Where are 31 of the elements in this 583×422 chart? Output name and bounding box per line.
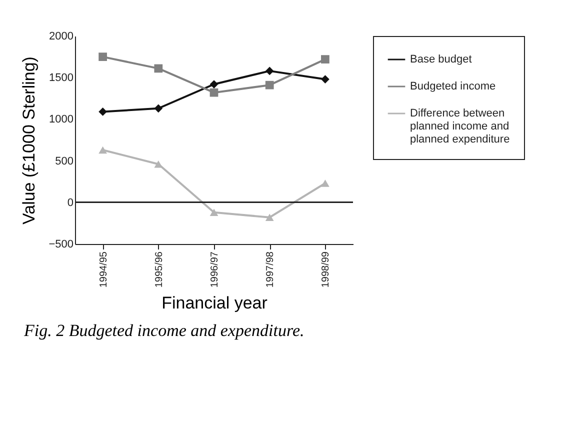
x-tick-label: 1996/97 <box>210 251 220 288</box>
point <box>210 88 218 97</box>
point <box>154 104 163 113</box>
y-tick-label: 1500 <box>49 72 74 84</box>
point <box>265 214 274 221</box>
legend-label: Budgeted income <box>410 80 496 92</box>
y-tick-label: −500 <box>48 238 74 250</box>
point <box>210 208 218 216</box>
point <box>98 52 107 61</box>
legend-label: Difference between planned income and planned expenditure <box>410 108 510 146</box>
x-tick-label: 1998/99 <box>320 251 332 288</box>
legend-label: Base budget <box>410 54 472 66</box>
y-axis-title: Value (£1000 Sterling) <box>20 56 39 224</box>
caption: Fig. 2 Budgeted income and expenditure. <box>24 321 306 341</box>
point <box>210 80 218 88</box>
y-tick-label: 0 <box>67 196 74 209</box>
point <box>154 64 163 73</box>
point <box>321 75 330 84</box>
x-axis-title: Financial year <box>162 294 268 313</box>
x-tick-label: 1997/98 <box>265 251 276 288</box>
point <box>265 80 274 90</box>
point <box>98 146 107 154</box>
point <box>321 55 330 64</box>
point <box>265 66 274 76</box>
y-tick-label: 500 <box>55 155 74 168</box>
x-tick-label: 1995/96 <box>154 251 165 288</box>
point <box>321 180 330 187</box>
y-tick-label: 2000 <box>49 30 74 42</box>
x-tick-label: 1994/95 <box>98 251 110 288</box>
y-tick-label: 1000 <box>49 114 74 126</box>
point <box>98 108 107 116</box>
